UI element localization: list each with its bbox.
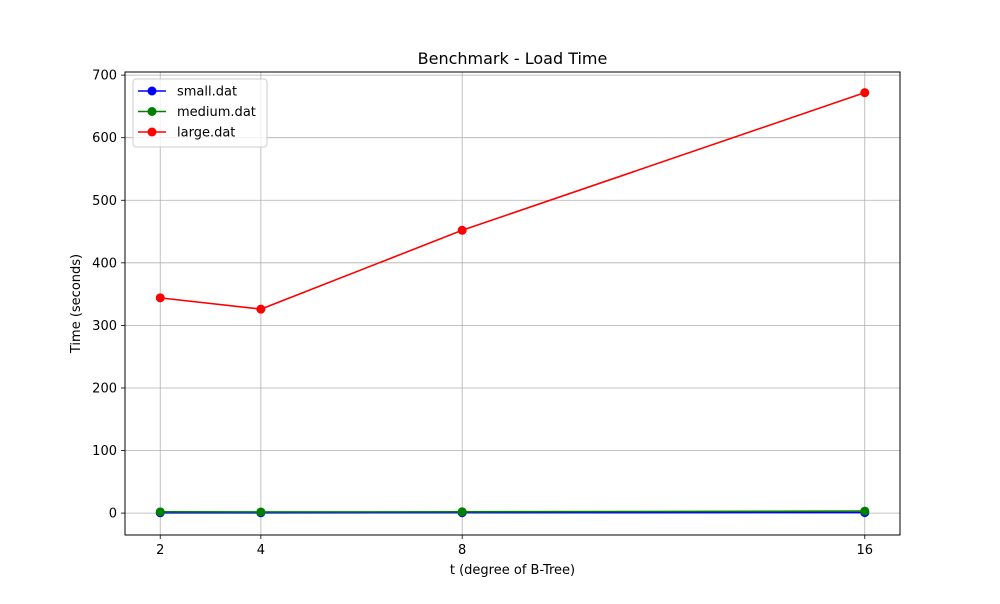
y-tick-label: 0 <box>109 507 117 522</box>
legend-label: medium.dat <box>177 105 256 120</box>
data-point-large.dat <box>156 293 165 302</box>
data-point-medium.dat <box>256 507 265 516</box>
data-point-large.dat <box>860 88 869 97</box>
y-tick-label: 300 <box>92 319 117 334</box>
chart-title: Benchmark - Load Time <box>418 49 608 68</box>
x-tick-label: 4 <box>257 543 265 558</box>
data-point-large.dat <box>256 305 265 314</box>
data-point-large.dat <box>458 226 467 235</box>
y-tick-label: 500 <box>92 194 117 209</box>
y-tick-label: 200 <box>92 381 117 396</box>
y-axis-label: Time (seconds) <box>69 254 84 354</box>
y-tick-label: 600 <box>92 131 117 146</box>
legend-swatch-marker <box>148 128 157 137</box>
x-tick-label: 2 <box>156 543 164 558</box>
legend-label: large.dat <box>177 126 235 141</box>
y-tick-label: 700 <box>92 69 117 84</box>
legend: small.dat medium.dat large.dat <box>133 79 267 147</box>
y-tick-label: 400 <box>92 256 117 271</box>
x-tick-label: 16 <box>856 543 873 558</box>
x-axis-label: t (degree of B-Tree) <box>450 563 575 578</box>
x-tick-label: 8 <box>458 543 466 558</box>
data-point-medium.dat <box>156 507 165 516</box>
legend-swatch-marker <box>148 107 157 116</box>
series-line-medium.dat <box>160 511 865 512</box>
legend-label: small.dat <box>177 85 237 100</box>
data-point-medium.dat <box>860 507 869 516</box>
y-tick-label: 100 <box>92 444 117 459</box>
data-point-medium.dat <box>458 507 467 516</box>
legend-swatch-marker <box>148 87 157 96</box>
